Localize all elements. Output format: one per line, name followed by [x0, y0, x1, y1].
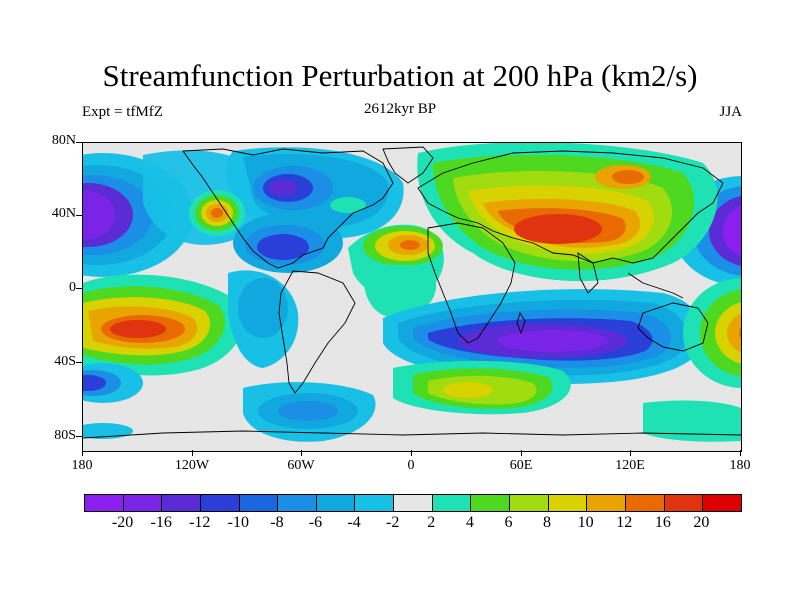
y-label-0: 0: [69, 280, 76, 295]
y-label-80s: 80S: [54, 428, 76, 443]
colorbar-tick-label: 10: [577, 514, 594, 531]
positive-cell-southern-ocean: [393, 360, 741, 442]
positive-cell-south-pacific: [83, 274, 243, 376]
colorbar-swatch: [548, 495, 588, 511]
colorbar-tick-label: 6: [504, 514, 513, 531]
colorbar-swatch: [625, 495, 665, 511]
y-tick: [76, 288, 82, 289]
colorbar-swatch: [355, 495, 395, 511]
colorbar-swatch: [123, 495, 163, 511]
x-tick: [630, 450, 631, 456]
colorbar-tick-label: -2: [386, 514, 400, 531]
positive-cell-south-pacific-east: [683, 278, 741, 388]
period-label: 2612kyr BP: [363, 101, 437, 117]
colorbar-tick-label: -4: [347, 514, 361, 531]
streamfunction-map: [83, 143, 741, 451]
y-tick: [76, 215, 82, 216]
colorbar-swatch: [394, 495, 433, 511]
colorbar-swatch: [587, 495, 626, 511]
experiment-label: Expt = tfMfZ: [82, 104, 163, 120]
x-label-0: 0: [407, 458, 415, 473]
colorbar-swatch: [162, 495, 201, 511]
y-label-80n: 80N: [51, 133, 76, 148]
x-label-120e: 120E: [615, 458, 645, 473]
y-label-40s: 40S: [54, 354, 76, 369]
colorbar-swatch: [239, 495, 279, 511]
colorbar: [84, 494, 742, 512]
colorbar-tick-label: 12: [616, 514, 633, 531]
colorbar-swatch: [200, 495, 240, 511]
colorbar-swatch: [316, 495, 356, 511]
x-label-180e: 180: [729, 458, 751, 473]
x-tick: [192, 450, 193, 456]
colorbar-tick-label: -6: [308, 514, 323, 531]
y-tick: [76, 142, 82, 143]
x-label-180w: 180: [71, 458, 93, 473]
colorbar-tick-label: 2: [427, 514, 436, 531]
colorbar-tick-label: -8: [270, 514, 284, 531]
x-label-60e: 60E: [509, 458, 533, 473]
colorbar-tick-label: -16: [150, 514, 172, 531]
x-tick: [411, 450, 412, 456]
colorbar-tick-label: -10: [227, 514, 250, 531]
colorbar-tick-label: 4: [465, 514, 474, 531]
colorbar-tick-label: 8: [543, 514, 552, 531]
colorbar-swatch: [278, 495, 317, 511]
x-tick: [740, 450, 741, 456]
plot-title: Streamfunction Perturbation at 200 hPa (…: [102, 58, 698, 93]
x-label-60w: 60W: [287, 458, 315, 473]
x-tick: [82, 450, 83, 456]
y-tick: [76, 362, 82, 363]
negative-cell-antarctic: [83, 363, 376, 442]
colorbar-swatch: [664, 495, 704, 511]
colorbar-swatch: [471, 495, 511, 511]
colorbar-swatch: [85, 495, 124, 511]
colorbar-swatch: [510, 495, 549, 511]
colorbar-swatch: [432, 495, 472, 511]
colorbar-tick-label: 20: [693, 514, 710, 531]
colorbar-tick-label: 16: [654, 514, 671, 531]
y-tick: [76, 436, 82, 437]
y-label-40n: 40N: [51, 206, 76, 221]
season-label: JJA: [719, 104, 742, 120]
x-tick: [521, 450, 522, 456]
colorbar-swatch: [703, 495, 741, 511]
x-tick: [301, 450, 302, 456]
coastlines: [83, 146, 741, 439]
colorbar-tick-label: -20: [111, 514, 134, 531]
colorbar-tick-label: -12: [189, 514, 211, 531]
map-panel: [82, 142, 742, 452]
positive-cell-eurasia: [417, 143, 718, 282]
x-label-120w: 120W: [174, 458, 210, 473]
positive-cell-western-us: [189, 190, 245, 236]
